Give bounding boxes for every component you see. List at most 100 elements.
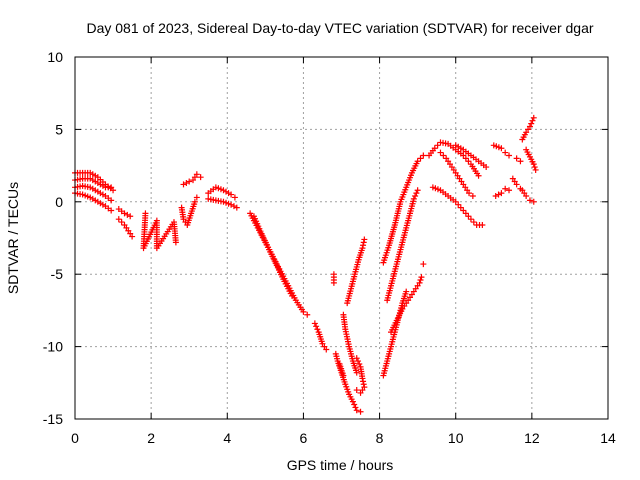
series-track-28: [452, 142, 490, 171]
data-point: [357, 389, 364, 396]
series-track-04: [72, 190, 115, 214]
series-track-36: [420, 261, 427, 268]
data-point: [417, 276, 424, 283]
data-point: [434, 142, 441, 149]
data-point: [530, 161, 537, 168]
data-point: [466, 190, 473, 197]
data-point: [124, 211, 131, 218]
x-tick-label: 0: [71, 430, 79, 446]
series-track-05: [115, 206, 134, 220]
data-point: [528, 120, 535, 127]
data-layer: [72, 114, 539, 415]
y-axis-label: SDTVAR / TECUs: [5, 182, 21, 294]
series-track-16: [332, 350, 364, 415]
series-track-35: [519, 187, 537, 205]
series-track-13: [250, 213, 296, 299]
series-track-27: [429, 184, 486, 228]
data-point: [115, 216, 122, 223]
data-point: [532, 166, 539, 173]
series-track-10: [205, 184, 238, 201]
series-track-19: [344, 236, 368, 307]
y-tick-label: -10: [43, 339, 63, 355]
x-tick-label: 14: [600, 430, 616, 446]
data-point: [356, 360, 363, 367]
series-track-11: [205, 195, 240, 211]
series-track-14: [311, 320, 330, 353]
data-point: [410, 195, 417, 202]
y-tick-label: 5: [55, 121, 63, 137]
data-point: [191, 198, 198, 205]
series-track-23: [380, 152, 427, 266]
data-point: [230, 203, 237, 210]
data-point: [416, 279, 423, 286]
data-point: [359, 375, 366, 382]
data-point: [531, 164, 538, 171]
y-tick-label: 0: [55, 194, 63, 210]
series-track-34: [523, 146, 539, 173]
data-point: [127, 213, 134, 220]
series-track-21: [380, 288, 410, 379]
series-track-03: [72, 182, 115, 204]
data-point: [233, 204, 240, 211]
data-point: [530, 114, 537, 121]
data-point: [193, 171, 200, 178]
data-point: [360, 378, 367, 385]
data-point: [440, 152, 447, 159]
data-point: [475, 172, 482, 179]
data-point: [360, 381, 367, 388]
data-point: [529, 117, 536, 124]
data-point: [304, 311, 311, 318]
data-point: [498, 145, 505, 152]
x-axis-label: GPS time / hours: [287, 457, 394, 473]
data-point: [479, 221, 486, 228]
data-point: [360, 242, 367, 249]
data-point: [353, 407, 360, 414]
series-track-17: [340, 311, 360, 376]
data-point: [523, 193, 530, 200]
data-point: [492, 193, 499, 200]
data-point: [357, 408, 364, 415]
x-tick-label: 4: [223, 430, 231, 446]
axes-layer: 0 2 4 6 8 10 12 14 -15 -10 -5 0 5 10: [43, 49, 616, 446]
data-point: [360, 239, 367, 246]
data-point: [300, 308, 307, 315]
data-point: [186, 178, 193, 185]
grid-layer: [75, 57, 608, 419]
x-tick-label: 12: [524, 430, 540, 446]
data-point: [361, 236, 368, 243]
data-point: [330, 279, 337, 286]
data-point: [311, 320, 318, 327]
data-point: [314, 326, 321, 333]
series-track-25: [426, 139, 482, 179]
data-point: [517, 158, 524, 165]
series-track-18: [353, 355, 368, 396]
data-point: [351, 401, 358, 408]
data-point: [129, 233, 136, 240]
data-point: [437, 149, 444, 156]
data-point: [323, 346, 330, 353]
series-track-29: [490, 142, 513, 159]
data-point: [526, 123, 533, 130]
data-point: [502, 149, 509, 156]
plot-frame: [74, 56, 609, 420]
data-point: [353, 369, 360, 376]
data-point: [498, 190, 505, 197]
data-point: [197, 174, 204, 181]
series-track-15: [330, 271, 337, 286]
data-point: [412, 193, 419, 200]
data-point: [108, 197, 115, 204]
data-point: [506, 152, 513, 159]
data-point: [108, 184, 115, 191]
data-point: [420, 152, 427, 159]
data-point: [403, 288, 410, 295]
chart-title: Day 081 of 2023, Sidereal Day-to-day VTE…: [86, 20, 593, 36]
data-point: [228, 191, 235, 198]
data-point: [413, 190, 420, 197]
data-point: [526, 197, 533, 204]
data-point: [353, 387, 360, 394]
series-track-08: [178, 194, 200, 228]
x-tick-label: 8: [376, 430, 384, 446]
data-point: [431, 145, 438, 152]
y-tick-label: 10: [47, 49, 63, 65]
